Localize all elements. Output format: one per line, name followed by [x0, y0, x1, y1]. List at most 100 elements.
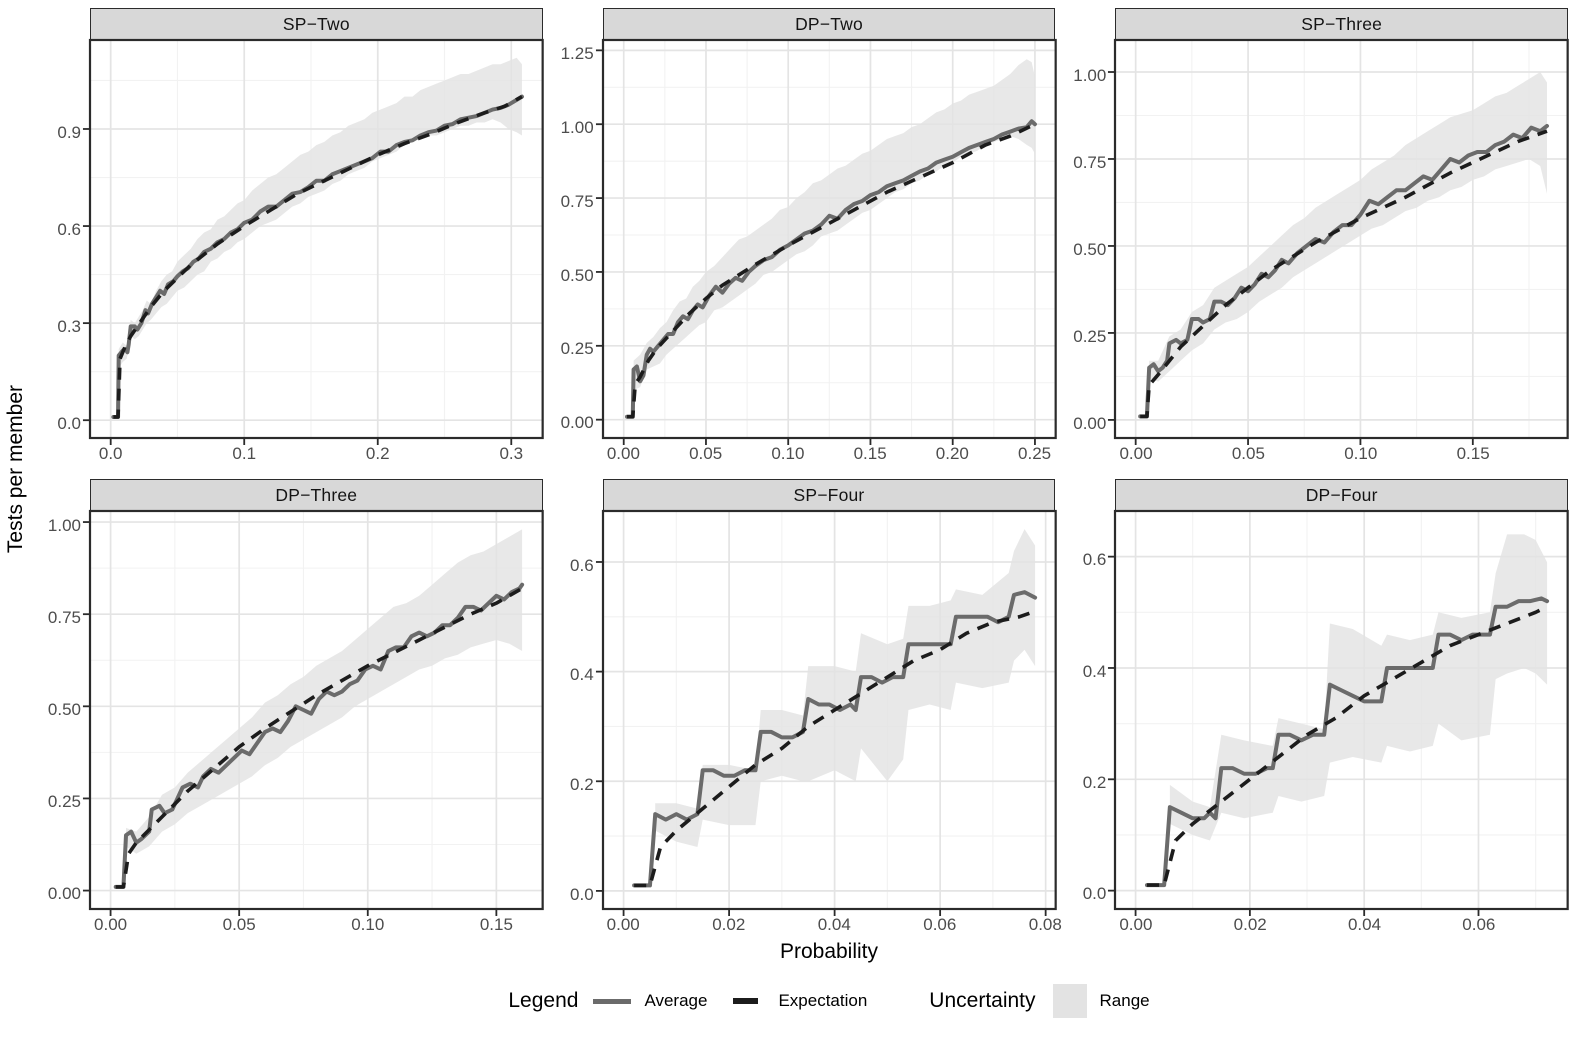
- x-axis-ticks: 0.00 0.05 0.10 0.15: [1115, 438, 1568, 465]
- panel-border: [601, 38, 1057, 440]
- y-tick-label: 0.6: [57, 219, 81, 239]
- facet-strip-title: DP−Three: [90, 479, 543, 511]
- average-line: [631, 590, 1037, 888]
- expectation-line: [1140, 129, 1548, 419]
- x-tick-label: 0.02: [1233, 915, 1267, 934]
- y-axis-ticks: 0.00 0.25 0.50 0.75 1.00: [34, 479, 90, 936]
- y-tick-label: 0.50: [47, 699, 81, 719]
- x-tick-label: 0.25: [1018, 444, 1052, 463]
- expectation-line: [113, 95, 523, 419]
- y-tick-label: 1.00: [47, 515, 81, 535]
- x-tick-label: 0.3: [499, 444, 524, 463]
- legend-label-average: Average: [644, 991, 708, 1010]
- y-tick-label: 0.0: [1082, 884, 1107, 904]
- panel-border: [1114, 509, 1570, 911]
- range-ribbon: [633, 59, 1035, 391]
- x-axis-ticks: 0.0 0.1 0.2 0.3: [90, 438, 543, 465]
- plot-area: [595, 509, 1057, 916]
- y-tick-label: 0.4: [570, 665, 594, 685]
- facet-grid: 0.0 0.3 0.6 0.9 SP−Two 0.0 0.1 0.2 0.3 0.00 0.2…: [34, 8, 1570, 936]
- range-ribbon: [1170, 534, 1548, 841]
- panel-border: [88, 509, 544, 911]
- x-tick-label: 0.20: [935, 444, 969, 463]
- y-tick-label: 0.00: [560, 413, 594, 433]
- y-axis-ticks: 0.0 0.3 0.6 0.9: [34, 8, 90, 465]
- y-tick-label: 0.00: [1073, 413, 1107, 433]
- x-tick-label: 0.0: [98, 444, 123, 463]
- x-tick-label: 0.00: [606, 915, 640, 934]
- y-tick-label: 0.25: [1073, 326, 1107, 346]
- x-tick-label: 0.05: [222, 915, 256, 934]
- average-line: [1145, 596, 1550, 888]
- x-tick-label: 0.05: [1231, 444, 1265, 463]
- x-tick-label: 0.1: [232, 444, 257, 463]
- panel-border: [1114, 38, 1570, 440]
- facet-strip-title: SP−Four: [602, 479, 1056, 511]
- x-tick-label: 0.15: [853, 444, 887, 463]
- y-tick-label: 0.3: [57, 316, 81, 336]
- expectation-line: [626, 122, 1036, 419]
- plot-area: [1108, 38, 1570, 445]
- y-tick-label: 0.0: [57, 413, 81, 433]
- legend: Legend Average Expectation Uncertainty R…: [34, 984, 1568, 1018]
- panel-sp-four: 0.0 0.2 0.4 0.6 SP−Four 0.00 0.02 0.04 0.06 0.0…: [547, 479, 1062, 936]
- x-tick-label: 0.08: [1028, 915, 1062, 934]
- x-tick-label: 0.05: [689, 444, 723, 463]
- panel-dp-three: 0.00 0.25 0.50 0.75 1.00 DP−Three 0.00 0.05 0.…: [34, 479, 544, 936]
- facet-strip-title: DP−Two: [602, 8, 1056, 40]
- x-tick-label: 0.00: [1119, 444, 1153, 463]
- y-tick-label: 0.75: [560, 191, 594, 211]
- x-tick-label: 0.10: [1344, 444, 1378, 463]
- plot-area: [82, 38, 544, 445]
- y-tick-label: 0.0: [570, 884, 594, 904]
- panel-dp-four: 0.0 0.2 0.4 0.6 DP−Four 0.00 0.02 0.04 0.06: [1059, 479, 1570, 936]
- y-tick-label: 1.00: [560, 117, 594, 137]
- x-axis-title: Probability: [779, 940, 879, 963]
- x-tick-label: 0.04: [817, 915, 851, 934]
- x-tick-label: 0.02: [712, 915, 746, 934]
- y-tick-label: 0.75: [1073, 152, 1107, 172]
- y-tick-label: 1.00: [1073, 65, 1107, 85]
- panel-border: [601, 509, 1057, 911]
- x-tick-label: 0.10: [351, 915, 385, 934]
- panel-border: [88, 38, 544, 440]
- y-tick-label: 0.6: [1082, 550, 1107, 570]
- facet-strip-title: SP−Two: [90, 8, 543, 40]
- x-tick-label: 0.15: [1456, 444, 1490, 463]
- expectation-dash-swatch-icon: [733, 998, 759, 1004]
- range-swatch-icon: [1052, 984, 1087, 1018]
- x-axis-ticks: 0.00 0.02 0.04 0.06 0.08: [603, 909, 1062, 936]
- y-tick-label: 0.75: [47, 607, 81, 627]
- y-tick-label: 0.6: [570, 555, 594, 575]
- y-axis-ticks: 0.00 0.25 0.50 0.75 1.00: [1059, 8, 1115, 465]
- y-tick-label: 1.25: [560, 43, 594, 63]
- x-tick-label: 0.10: [771, 444, 805, 463]
- expectation-line: [633, 609, 1036, 888]
- x-axis-ticks: 0.00 0.02 0.04 0.06: [1115, 909, 1568, 936]
- plot-area: [595, 38, 1057, 445]
- panel-sp-two: 0.0 0.3 0.6 0.9 SP−Two 0.0 0.1 0.2 0.3: [34, 8, 544, 465]
- x-tick-label: 0.2: [365, 444, 390, 463]
- y-axis-ticks: 0.0 0.2 0.4 0.6: [1059, 479, 1115, 936]
- legend-title: Legend: [508, 989, 579, 1012]
- facet-strip-title: DP−Four: [1115, 479, 1568, 511]
- facet-strip-title: SP−Three: [1115, 8, 1568, 40]
- range-ribbon: [654, 529, 1035, 848]
- average-line-swatch-icon: [593, 998, 632, 1004]
- x-tick-label: 0.06: [923, 915, 957, 934]
- y-tick-label: 0.9: [57, 122, 81, 142]
- y-axis-ticks: 0.0 0.2 0.4 0.6: [547, 479, 603, 936]
- y-tick-label: 0.25: [560, 339, 594, 359]
- y-axis-ticks: 0.00 0.25 0.50 0.75 1.00 1.25: [547, 8, 603, 465]
- x-tick-label: 0.06: [1462, 915, 1496, 934]
- y-tick-label: 0.4: [1082, 661, 1107, 681]
- y-axis-title: Tests per member: [4, 384, 27, 554]
- panel-sp-three: 0.00 0.25 0.50 0.75 1.00 SP−Three 0.00 0.05 0.…: [1059, 8, 1570, 465]
- y-tick-label: 0.25: [47, 792, 81, 812]
- uncertainty-title: Uncertainty: [929, 989, 1036, 1012]
- plot-area: [82, 509, 544, 916]
- y-tick-label: 0.2: [570, 774, 594, 794]
- x-tick-label: 0.00: [606, 444, 640, 463]
- x-tick-label: 0.00: [94, 915, 128, 934]
